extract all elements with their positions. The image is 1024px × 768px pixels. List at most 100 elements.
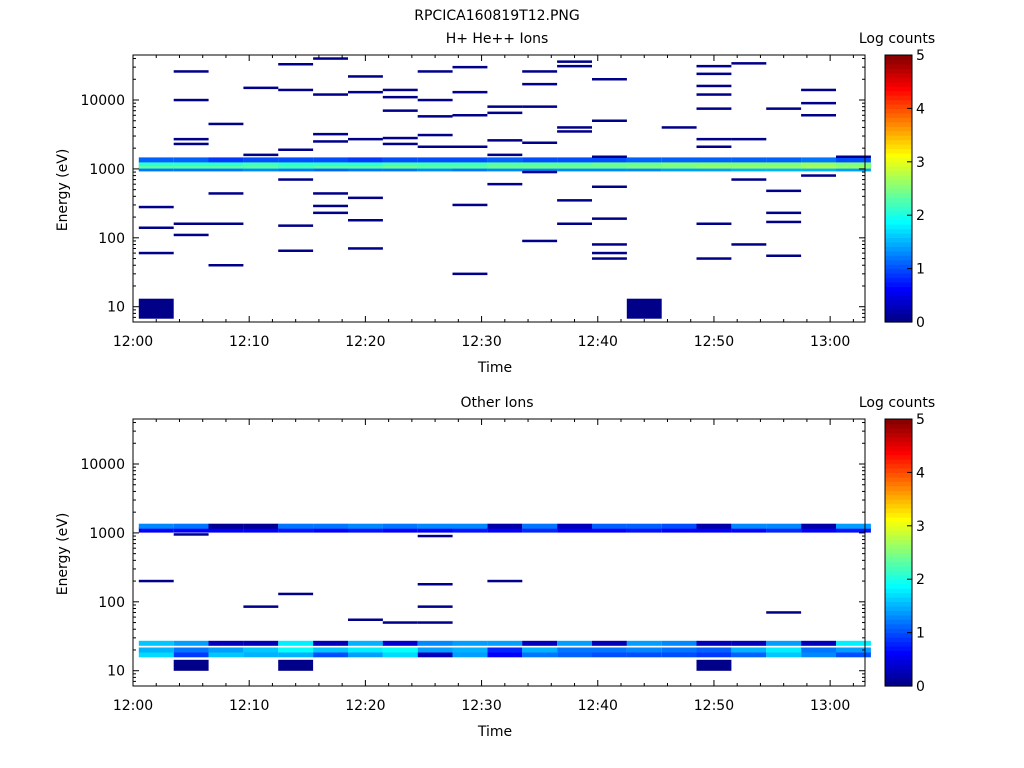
heatmap-cell [592,217,627,220]
heatmap-cell [626,298,662,319]
heatmap-cell [348,647,383,653]
heatmap-cell [626,647,662,653]
heatmap-cell [696,527,732,533]
colorbar-segment [885,219,912,225]
heatmap-cell [417,161,453,166]
heatmap-cell [592,78,627,81]
colorbar-segment [885,95,912,101]
heatmap-cell [313,640,348,646]
heatmap-cell [452,647,488,653]
heatmap-cell [313,57,348,60]
heatmap-cell [138,226,174,229]
heatmap-cell [731,163,767,169]
panel-other-ions: Other Ions Log counts Time Energy (eV) 1… [55,395,935,740]
heatmap-cell [417,640,453,646]
heatmap-cell [661,652,697,658]
heatmap-cell [522,70,558,73]
heatmap-cell [661,163,697,169]
heatmap-cell [801,523,836,529]
heatmap-cell [592,157,627,163]
colorbar-segment [885,290,912,296]
colorbar-segment [885,552,912,558]
heatmap-cell [766,652,802,658]
heatmap-cell [696,640,732,646]
y-tick-label: 10 [107,664,125,680]
heatmap-cell [731,157,767,163]
colorbar-tick-label: 0 [916,679,925,695]
heatmap-cell [173,659,209,671]
heatmap-cell [487,579,523,583]
heatmap-cell [731,178,767,181]
heatmap-cell [452,65,488,69]
heatmap-cell [557,199,592,202]
heatmap-cell [766,107,802,110]
x-tick-label: 12:40 [578,334,618,350]
colorbar-segment [885,481,912,487]
heatmap-cell [348,166,383,172]
x-tick-label: 12:10 [229,698,269,714]
heatmap-cell [173,161,209,166]
heatmap-cell [173,640,209,646]
heatmap-cell [522,527,558,533]
y-axis-label: Energy (eV) [55,513,71,596]
heatmap-cell [313,652,348,658]
heatmap-cell [487,153,523,157]
heatmap-cell [522,166,558,172]
figure-title: RPCICA160819T12.PNG [414,8,579,24]
heatmap-cell [801,101,836,105]
colorbar-tick-label: 0 [916,315,925,331]
heatmap-cell [452,161,488,166]
colorbar-segment [885,645,912,651]
colorbar-tick-label: 5 [916,412,925,428]
colorbar-segment [885,144,912,150]
heatmap-cell [452,652,488,658]
heatmap-cell [557,130,592,133]
heatmap-cell [487,157,523,163]
colorbar-segment [885,677,912,683]
x-tick-label: 12:00 [113,334,153,350]
heatmap-cell [661,647,697,653]
heatmap-cell [836,647,871,653]
heatmap-cell [801,157,836,163]
heatmap-cell [348,75,383,78]
heatmap-cell [417,534,453,538]
colorbar-segment [885,152,912,158]
heatmap-cell [731,647,767,653]
colorbar-segment [885,597,912,603]
heatmap-cell [348,219,383,222]
heatmap-cell [836,166,871,172]
colorbar-segment [885,117,912,123]
colorbar-segment [885,246,912,252]
colorbar-segment [885,543,912,549]
colorbar-segment [885,459,912,465]
colorbar-segment [885,525,912,531]
heatmap-cell [731,137,767,141]
heatmap-cell [173,142,209,146]
axes: 12:00 12:10 12:20 12:30 12:40 12:50 13:00 10 100… [80,55,865,350]
panel-h-he-ions: H+ He++ Ions Log counts Time Energy (eV)… [55,31,935,376]
colorbar-segment [885,494,912,500]
heatmap-cell [626,652,662,658]
heatmap-cell [382,647,418,653]
heatmap-cell [487,163,523,169]
heatmap-cell [626,161,662,166]
heatmap-cell [487,182,523,186]
heatmap-cell [138,251,174,255]
heatmap-cell [766,163,802,169]
colorbar-segment [885,139,912,145]
colorbar-segment [885,681,912,687]
colorbar-segment [885,659,912,665]
x-tick-label: 12:40 [578,698,618,714]
heatmap-cell [382,95,418,99]
axes: 12:00 12:10 12:20 12:30 12:40 12:50 13:00 10 100… [80,419,865,714]
colorbar-tick-label: 3 [916,155,925,171]
heatmap-cell [452,203,488,207]
colorbar-segment [885,192,912,198]
heatmap-cell [592,523,627,529]
heatmap-cell [836,640,871,646]
colorbar-segment [885,259,912,265]
colorbar-segment [885,512,912,518]
colorbar-segment [885,427,912,433]
heatmap-cell [313,166,348,172]
